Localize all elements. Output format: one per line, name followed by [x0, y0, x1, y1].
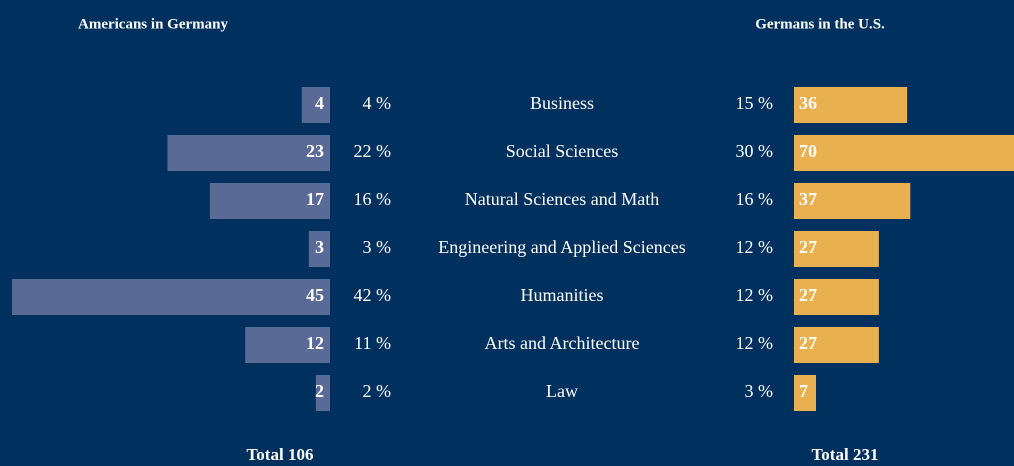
share-label: 11 % — [354, 333, 391, 353]
bar — [794, 183, 911, 219]
bar — [794, 87, 908, 123]
category-label: Arts and Architecture — [485, 333, 640, 353]
value-label: 23 — [306, 141, 324, 161]
share-label: 4 % — [363, 93, 392, 113]
value-label: 27 — [799, 333, 817, 353]
share-label: 2 % — [363, 381, 392, 401]
bar — [794, 135, 1014, 171]
value-label: 45 — [306, 285, 324, 305]
value-label: 70 — [799, 141, 817, 161]
value-label: 37 — [799, 189, 817, 209]
value-label: 27 — [799, 285, 817, 305]
bar — [308, 231, 330, 267]
bar — [794, 375, 816, 411]
category-label: Natural Sciences and Math — [465, 189, 659, 209]
bar — [245, 327, 330, 363]
value-label: 17 — [306, 189, 324, 209]
left-header: Americans in Germany — [78, 16, 228, 32]
right-total: Total 231 — [812, 445, 879, 464]
category-label: Social Sciences — [506, 141, 618, 161]
share-label: 15 % — [736, 93, 774, 113]
value-label: 27 — [799, 237, 817, 257]
share-label: 12 % — [736, 333, 774, 353]
share-label: 3 % — [745, 381, 774, 401]
bar — [167, 135, 330, 171]
category-label: Law — [546, 381, 578, 401]
value-label: 2 — [315, 381, 324, 401]
bar — [794, 279, 879, 315]
share-label: 30 % — [736, 141, 774, 161]
value-label: 12 — [306, 333, 324, 353]
value-label: 36 — [799, 93, 817, 113]
bar — [794, 327, 879, 363]
bar — [301, 87, 330, 123]
bar — [209, 183, 330, 219]
bar — [12, 279, 330, 315]
share-label: 42 % — [354, 285, 392, 305]
share-label: 16 % — [736, 189, 774, 209]
bar — [794, 231, 879, 267]
right-header: Germans in the U.S. — [755, 16, 885, 32]
share-label: 12 % — [736, 285, 774, 305]
value-label: 7 — [799, 381, 808, 401]
share-label: 22 % — [354, 141, 392, 161]
category-label: Engineering and Applied Sciences — [438, 237, 685, 257]
left-total: Total 106 — [247, 445, 314, 464]
share-label: 12 % — [736, 237, 774, 257]
category-label: Business — [530, 93, 594, 113]
value-label: 3 — [315, 237, 324, 257]
bar — [315, 375, 330, 411]
category-label: Humanities — [521, 285, 604, 305]
share-label: 16 % — [354, 189, 392, 209]
value-label: 4 — [315, 93, 324, 113]
share-label: 3 % — [363, 237, 392, 257]
